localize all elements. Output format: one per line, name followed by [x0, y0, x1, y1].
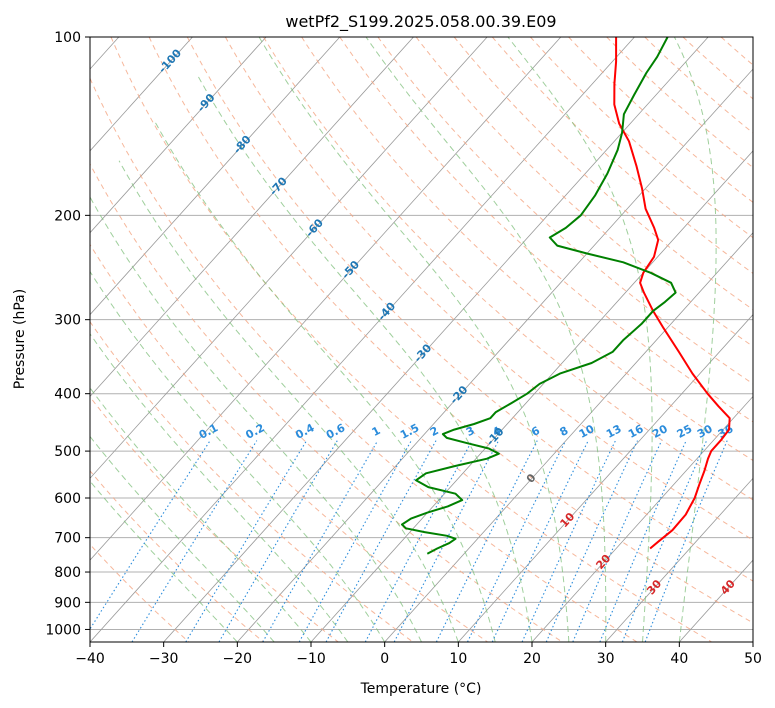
y-tick-label: 900	[54, 595, 81, 611]
x-tick-label: 30	[597, 651, 615, 667]
background-lines	[90, 37, 753, 642]
mixing-ratio-line	[262, 440, 379, 642]
isotherm-line	[90, 37, 267, 234]
dry-adiabat-line	[301, 37, 753, 462]
mixing-ratio-label: 25	[675, 422, 695, 441]
moist-adiabat-line	[90, 480, 238, 642]
isotherm-line	[163, 37, 709, 642]
mixing-ratio-line	[572, 440, 663, 642]
x-axis-title: Temperature (°C)	[360, 681, 482, 697]
dry-adiabat-line	[90, 163, 563, 642]
dry-adiabat-line	[90, 76, 638, 642]
mixing-ratio-line	[131, 440, 258, 642]
dry-adiabat-line	[90, 243, 488, 642]
x-tick-label: −10	[296, 651, 326, 667]
mixing-ratio-label: 20	[650, 422, 670, 441]
isotherm-line	[458, 313, 753, 642]
mixing-ratio-label: 30	[695, 422, 715, 441]
mixing-ratio-line	[185, 440, 308, 642]
x-tick-label: −40	[75, 651, 105, 667]
mixing-ratio-line	[644, 440, 728, 642]
isotherm-line	[90, 37, 193, 152]
y-tick-label: 600	[54, 491, 81, 507]
y-tick-label: 1000	[45, 622, 81, 638]
x-tick-label: 40	[670, 651, 688, 667]
y-tick-label: 800	[54, 565, 81, 581]
mixing-ratio-label: 10	[577, 422, 597, 441]
isotherm-line	[605, 477, 753, 642]
x-tick-label: −20	[223, 651, 253, 667]
y-tick-label: 200	[54, 208, 81, 224]
moist-adiabat-line	[154, 122, 496, 642]
x-tick-label: 10	[449, 651, 467, 667]
dry-adiabat-line	[453, 37, 753, 311]
y-axis-title: Pressure (hPa)	[12, 289, 28, 389]
mixing-ratio-line	[545, 440, 638, 642]
y-tick-label: 300	[54, 313, 81, 329]
profiles	[401, 37, 731, 555]
x-tick-label: 0	[380, 651, 389, 667]
isotherm-line	[90, 37, 488, 479]
moist-adiabat-line	[90, 387, 312, 642]
dry-adiabat-line	[491, 37, 753, 274]
x-tick-label: 20	[523, 651, 541, 667]
mixing-ratio-line	[467, 440, 567, 642]
mixing-ratio-line	[393, 440, 500, 642]
x-axis: −40 −30 −20 −10 0 10 20 30 40 50	[75, 642, 762, 667]
mixing-ratio-label: 16	[626, 422, 646, 441]
isotherm-line	[90, 37, 341, 316]
mixing-ratio-line	[435, 440, 538, 642]
dry-adiabat-line	[224, 37, 753, 541]
moist-adiabat-line	[673, 37, 717, 642]
y-tick-label: 700	[54, 531, 81, 547]
isotherm-line	[237, 68, 753, 642]
dry-adiabat-line	[377, 37, 753, 385]
mixing-ratio-line	[218, 440, 338, 642]
y-tick-label: 400	[54, 387, 81, 403]
x-tick-label: −30	[149, 651, 179, 667]
isotherm-line	[384, 232, 753, 642]
chart-title: wetPf2_S199.2025.058.00.39.E09	[285, 12, 556, 32]
y-axis: 100 200 300 400 500 600 700 800 900 1000	[45, 30, 90, 638]
temperature-profile	[613, 37, 731, 550]
dewpoint-profile	[401, 37, 677, 555]
plot-frame	[89, 36, 754, 643]
moist-adiabat-line	[197, 75, 533, 642]
moist-adiabat-line	[90, 332, 349, 642]
moist-adiabat-line	[90, 196, 422, 642]
mixing-ratio-line	[491, 440, 589, 642]
moist-adiabat-line	[365, 37, 607, 642]
isotherm-line	[90, 37, 635, 642]
moist-adiabat-line	[118, 160, 459, 642]
moist-adiabat-line	[258, 37, 570, 642]
moist-adiabat-line	[90, 435, 275, 642]
moist-adiabat-line	[507, 37, 653, 642]
dry-adiabat-line	[186, 37, 753, 582]
isotherm-line	[531, 395, 753, 642]
y-tick-label: 500	[54, 444, 81, 460]
mixing-ratio-label: 36	[716, 422, 736, 441]
isotherm-line	[90, 37, 414, 398]
dry-adiabat-line	[339, 37, 753, 423]
mixing-ratio-line	[521, 440, 616, 642]
mixing-ratio-line	[599, 440, 687, 642]
isotherm-line	[90, 37, 562, 561]
dry-adiabat-line	[568, 37, 753, 203]
dry-adiabat-line	[90, 396, 339, 642]
dry-adiabat-line	[90, 320, 414, 642]
x-tick-label: 50	[744, 651, 762, 667]
mixing-ratio-line	[621, 440, 708, 642]
mixing-ratio-label: 13	[604, 422, 624, 441]
moist-adiabat-line	[90, 270, 386, 642]
y-tick-label: 100	[54, 30, 81, 46]
